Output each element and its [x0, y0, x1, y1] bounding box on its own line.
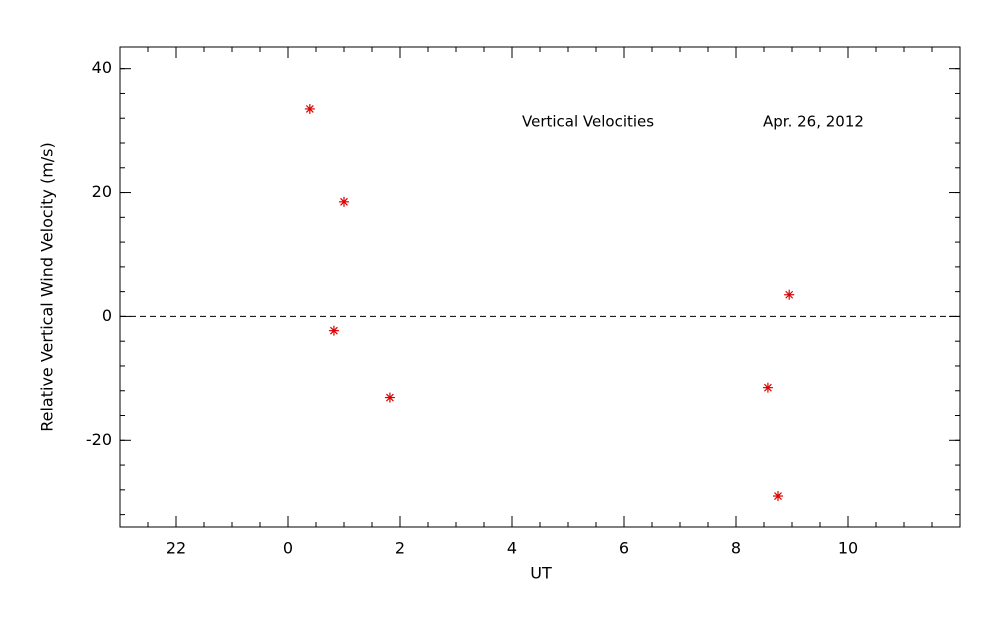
x-tick-label: 8 — [731, 539, 741, 558]
point — [773, 491, 783, 502]
point — [328, 325, 339, 336]
y-tick-label: -20 — [86, 430, 112, 449]
y-tick-label: 20 — [92, 182, 112, 201]
point — [784, 289, 795, 300]
annotation: Apr. 26, 2012 — [763, 113, 864, 131]
x-tick-label: 2 — [395, 539, 405, 558]
asterisk-stroke — [385, 393, 394, 402]
point — [384, 392, 395, 403]
point — [762, 382, 773, 393]
asterisk-stroke — [763, 383, 772, 392]
x-tick-label: 22 — [166, 539, 186, 558]
y-tick-label: 40 — [92, 58, 112, 77]
y-axis-label: Relative Vertical Wind Velocity (m/s) — [38, 142, 57, 432]
x-tick-label: 6 — [619, 539, 629, 558]
annotation: Vertical Velocities — [522, 113, 654, 131]
asterisk-stroke — [305, 105, 314, 113]
point — [339, 196, 349, 207]
x-tick-label: 10 — [838, 539, 858, 558]
x-tick-label: 4 — [507, 539, 517, 558]
x-tick-label: 0 — [283, 539, 293, 558]
asterisk-stroke — [785, 290, 794, 299]
x-axis-label: UT — [530, 564, 552, 583]
asterisk-stroke — [340, 197, 348, 206]
point — [304, 103, 315, 114]
asterisk-stroke — [329, 326, 338, 335]
asterisk-stroke — [774, 492, 782, 500]
y-tick-label: 0 — [102, 306, 112, 325]
